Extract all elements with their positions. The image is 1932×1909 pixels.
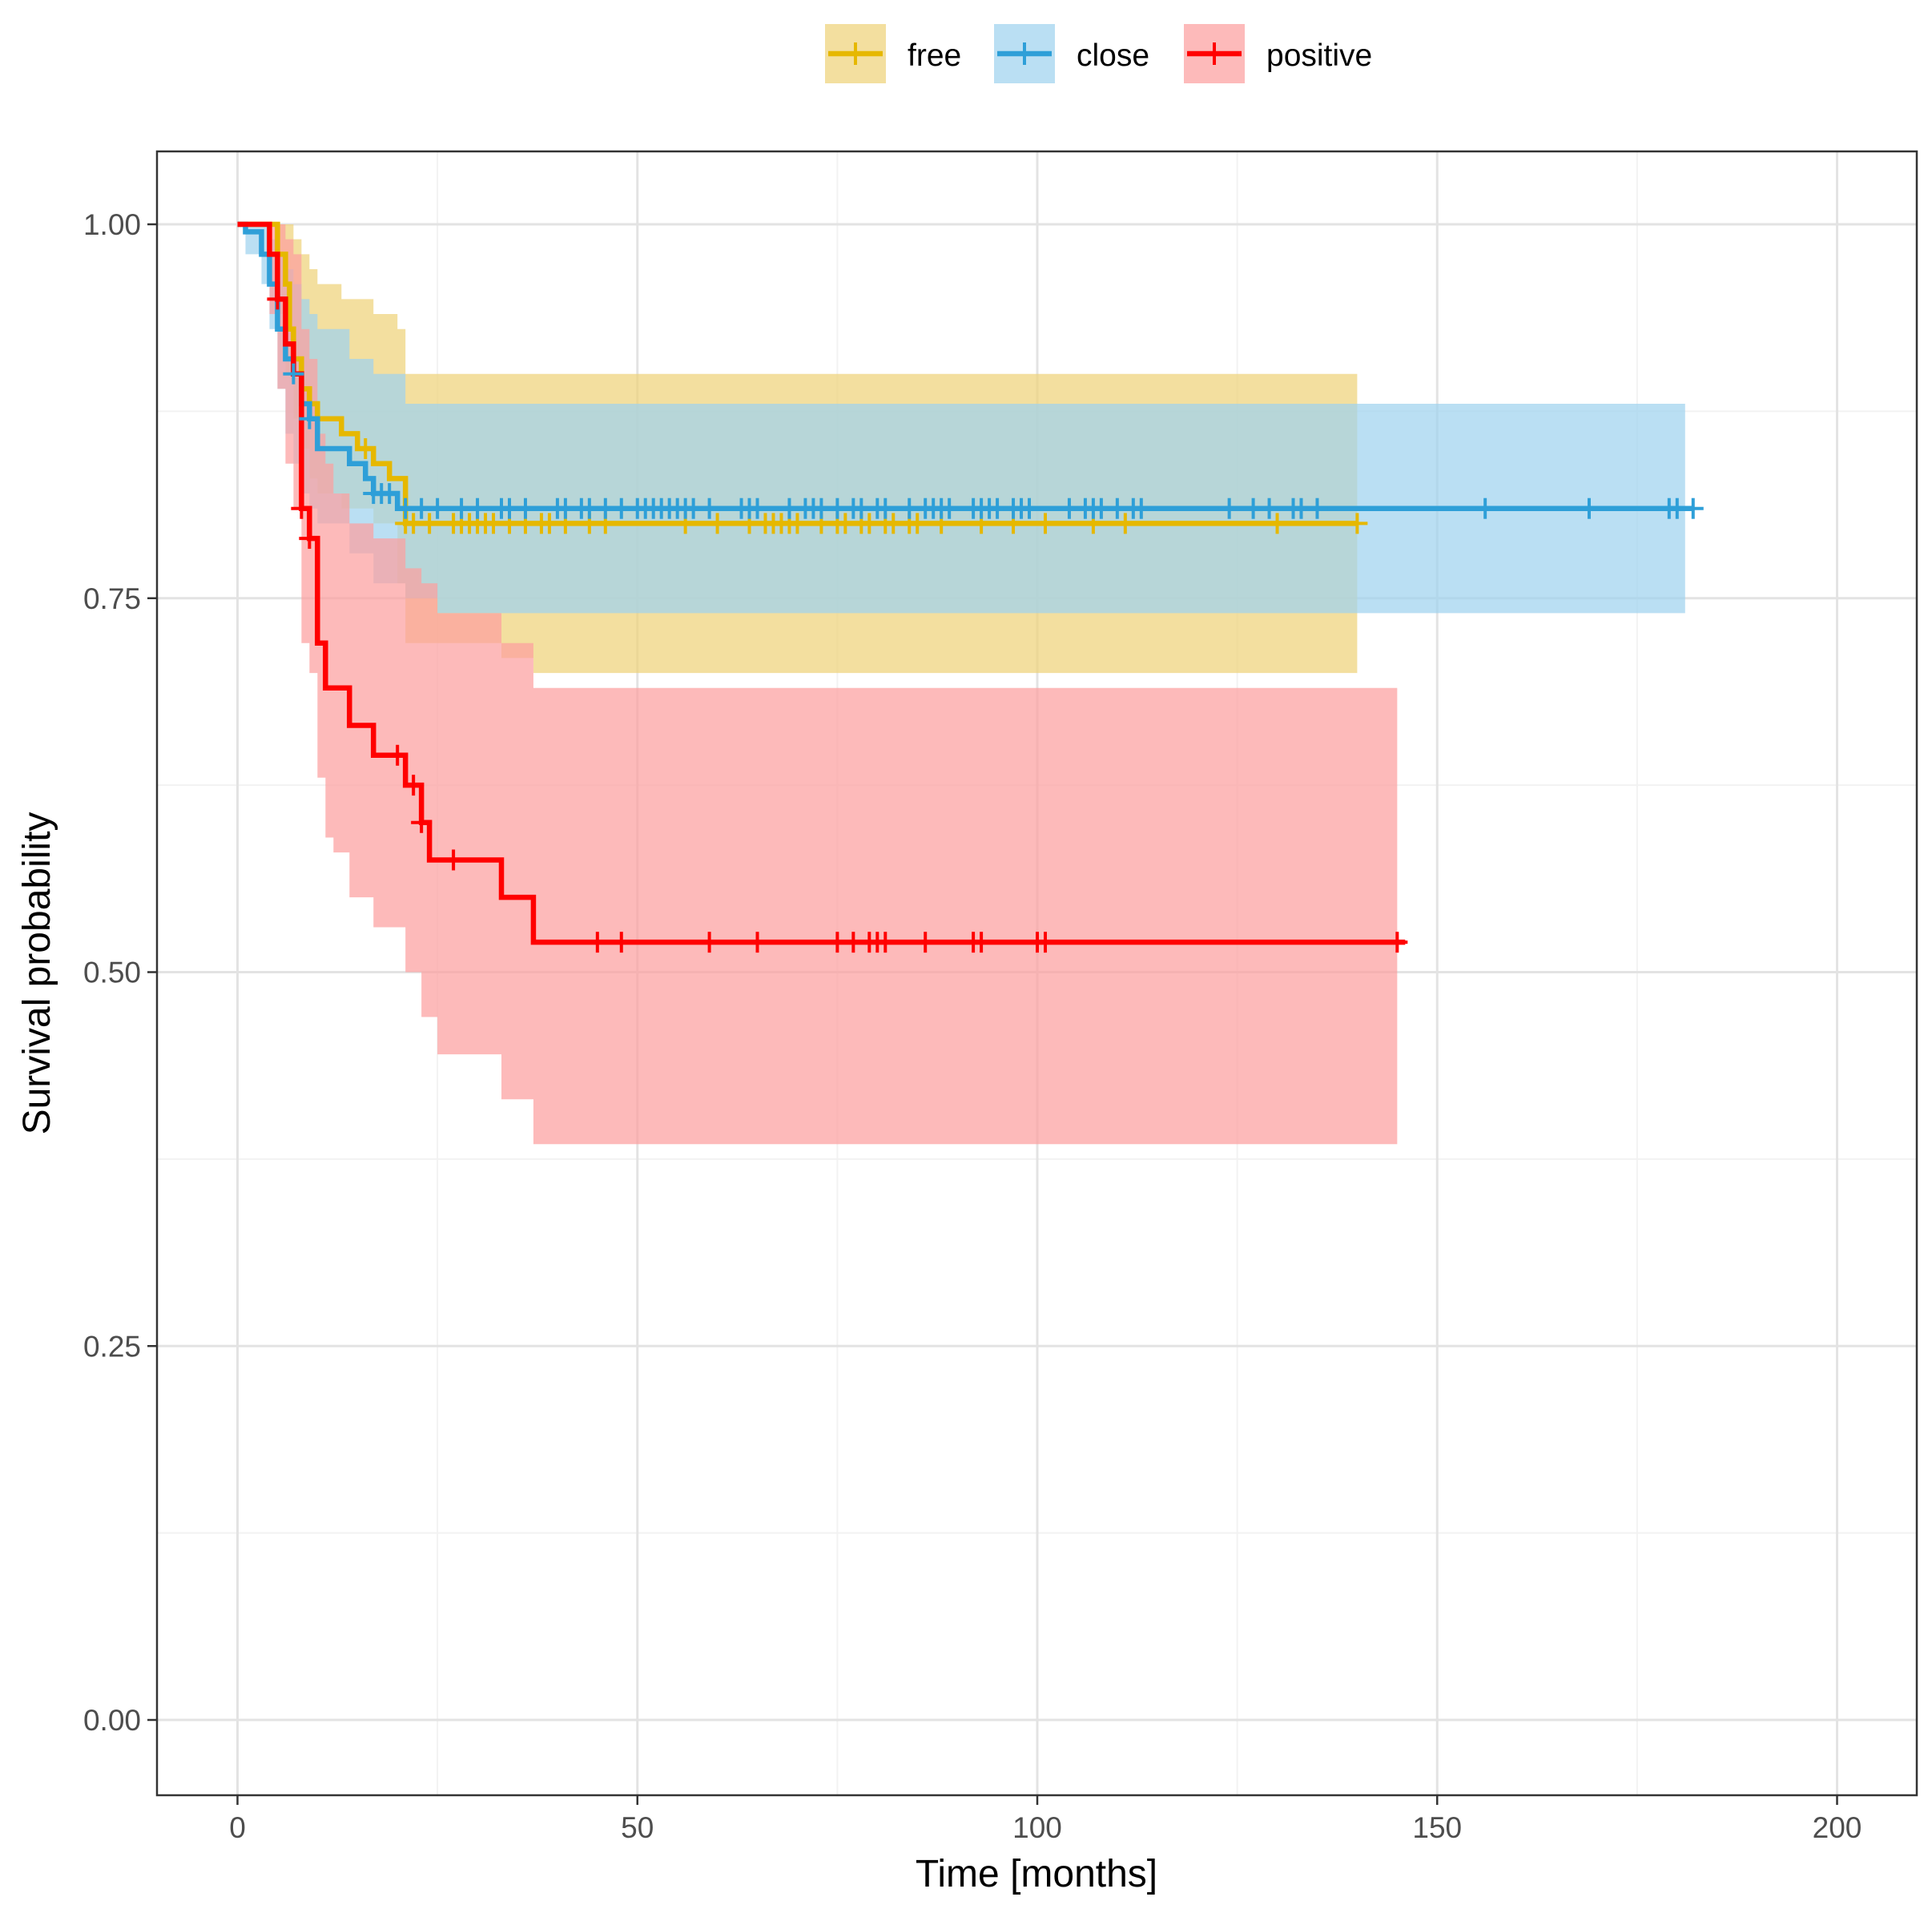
x-tick-label: 150 <box>1412 1811 1462 1844</box>
y-axis: 0.00 0.25 0.50 0.75 1.00 <box>83 208 157 1737</box>
confidence-band-close <box>237 224 1685 614</box>
confidence-band-positive <box>237 224 1398 1145</box>
survival-curves <box>237 221 1693 945</box>
legend-label-close: close <box>1077 38 1149 73</box>
curve-free <box>237 221 1358 526</box>
legend-label-positive: positive <box>1266 38 1372 73</box>
y-tick-label: 0.50 <box>83 957 141 989</box>
y-tick-label: 0.00 <box>83 1704 141 1737</box>
y-tick-label: 0.25 <box>83 1330 141 1363</box>
x-tick-label: 50 <box>621 1811 654 1844</box>
x-tick-label: 0 <box>229 1811 246 1844</box>
confidence-bands <box>237 224 1685 1145</box>
y-tick-label: 0.75 <box>83 582 141 615</box>
censor-marks <box>267 288 1704 953</box>
legend: free close positive <box>825 24 1372 83</box>
curve-positive <box>237 221 1406 945</box>
legend-label-free: free <box>908 38 961 73</box>
x-axis: 0 50 100 150 200 <box>229 1795 1862 1844</box>
x-axis-title: Time [months] <box>916 1853 1157 1895</box>
y-tick-label: 1.00 <box>83 208 141 241</box>
x-tick-label: 200 <box>1813 1811 1862 1844</box>
x-tick-label: 100 <box>1012 1811 1062 1844</box>
y-axis-title: Survival probability <box>16 812 58 1135</box>
